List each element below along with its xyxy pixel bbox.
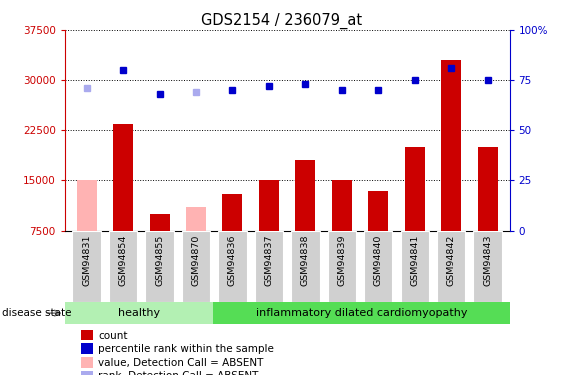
Bar [81, 357, 93, 368]
Bar [259, 180, 279, 231]
Bar [291, 231, 320, 302]
Text: GSM94855: GSM94855 [155, 234, 164, 286]
Bar [473, 231, 502, 302]
Bar [186, 207, 206, 231]
Bar [405, 147, 425, 231]
Bar [222, 194, 243, 231]
Bar [254, 231, 283, 302]
Bar [213, 302, 510, 324]
Bar [441, 60, 461, 231]
Text: GSM94838: GSM94838 [301, 234, 310, 286]
Text: GSM94870: GSM94870 [191, 234, 200, 286]
Bar [328, 231, 356, 302]
Bar [81, 330, 93, 340]
Text: GSM94842: GSM94842 [446, 234, 455, 286]
Text: disease state: disease state [2, 308, 71, 318]
Bar [81, 344, 93, 354]
Text: rank, Detection Call = ABSENT: rank, Detection Call = ABSENT [98, 372, 258, 375]
Bar [368, 190, 388, 231]
Bar [400, 231, 429, 302]
Bar [182, 231, 210, 302]
Text: inflammatory dilated cardiomyopathy: inflammatory dilated cardiomyopathy [256, 308, 467, 318]
Text: GSM94840: GSM94840 [374, 234, 383, 286]
Bar [113, 124, 133, 231]
Text: count: count [98, 330, 127, 340]
Bar [81, 370, 93, 375]
Bar [364, 231, 392, 302]
Text: percentile rank within the sample: percentile rank within the sample [98, 344, 274, 354]
Text: GSM94841: GSM94841 [410, 234, 419, 286]
Bar [145, 231, 174, 302]
Bar [437, 231, 466, 302]
Bar [65, 302, 213, 324]
Bar [109, 231, 137, 302]
Bar [477, 147, 498, 231]
Text: GSM94854: GSM94854 [119, 234, 128, 286]
Bar [73, 231, 101, 302]
Text: value, Detection Call = ABSENT: value, Detection Call = ABSENT [98, 358, 263, 368]
Bar [296, 160, 315, 231]
Bar [218, 231, 247, 302]
Text: GSM94837: GSM94837 [265, 234, 274, 286]
Text: GSM94843: GSM94843 [483, 234, 492, 286]
Bar [77, 180, 97, 231]
Text: GSM94839: GSM94839 [337, 234, 346, 286]
Text: GSM94831: GSM94831 [82, 234, 91, 286]
Text: GDS2154 / 236079_at: GDS2154 / 236079_at [201, 13, 362, 29]
Text: healthy: healthy [118, 308, 160, 318]
Bar [150, 214, 169, 231]
Text: GSM94836: GSM94836 [228, 234, 237, 286]
Bar [332, 180, 352, 231]
